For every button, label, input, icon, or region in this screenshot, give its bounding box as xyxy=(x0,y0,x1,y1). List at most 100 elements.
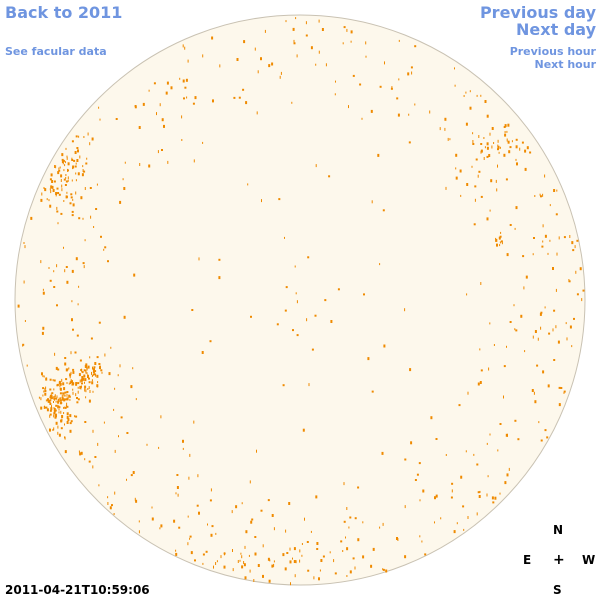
facula-spot xyxy=(133,273,136,277)
facula-spot xyxy=(397,538,399,541)
facula-spot xyxy=(474,185,477,188)
facula-spot xyxy=(223,565,226,569)
facula-spot xyxy=(532,253,534,256)
facula-spot xyxy=(419,535,421,538)
previous-hour-link[interactable]: Previous hour xyxy=(509,45,596,58)
facula-spot xyxy=(220,555,222,559)
facula-spot xyxy=(460,194,462,197)
facula-spot xyxy=(466,183,469,186)
next-hour-link[interactable]: Next hour xyxy=(534,58,597,71)
facula-spot xyxy=(44,392,47,396)
facula-spot xyxy=(476,512,478,516)
facula-spot xyxy=(85,162,88,165)
facula-spot xyxy=(509,146,512,149)
facula-spot xyxy=(68,382,70,385)
facula-spot xyxy=(43,406,45,409)
facula-spot xyxy=(271,564,274,568)
facula-spot xyxy=(486,155,489,158)
facula-spot xyxy=(572,249,575,252)
facula-spot xyxy=(465,91,467,94)
facula-spot xyxy=(70,379,72,382)
facula-spot xyxy=(494,496,497,500)
facula-spot xyxy=(455,167,457,170)
facula-spot xyxy=(58,382,61,385)
facula-spot xyxy=(88,460,91,463)
facula-spot xyxy=(472,140,474,143)
back-to-year-link[interactable]: Back to 2011 xyxy=(5,3,123,22)
facula-spot xyxy=(70,196,73,199)
facula-spot xyxy=(42,291,45,295)
facula-spot xyxy=(17,304,20,308)
facula-spot xyxy=(61,394,63,398)
facula-spot xyxy=(77,303,79,306)
facula-spot xyxy=(345,536,346,539)
facula-spot xyxy=(70,420,73,423)
facula-spot xyxy=(176,486,179,489)
facula-spot xyxy=(244,576,247,580)
facula-spot xyxy=(51,185,54,189)
facula-spot xyxy=(30,216,33,220)
facula-spot xyxy=(52,379,54,382)
facula-spot xyxy=(491,496,494,500)
facula-spot xyxy=(119,200,122,204)
previous-day-link[interactable]: Previous day xyxy=(479,3,596,22)
facula-spot xyxy=(251,518,254,521)
facula-spot xyxy=(43,375,45,378)
facula-spot xyxy=(354,517,357,520)
facula-spot xyxy=(379,263,381,266)
see-facular-data-link[interactable]: See facular data xyxy=(5,45,107,58)
facula-spot xyxy=(337,288,340,291)
facula-spot xyxy=(191,309,194,311)
facula-spot xyxy=(480,149,483,153)
facula-spot xyxy=(476,94,478,97)
facula-spot xyxy=(135,499,138,503)
facula-spot xyxy=(480,282,482,285)
facula-spot xyxy=(69,398,71,401)
facula-spot xyxy=(71,269,74,273)
facula-spot xyxy=(70,351,72,355)
facula-spot xyxy=(478,135,480,138)
facula-spot xyxy=(49,396,52,399)
facula-spot xyxy=(82,262,85,265)
facular-spots xyxy=(17,17,585,586)
facula-spot xyxy=(549,204,551,207)
facula-spot xyxy=(88,399,91,403)
facula-spot xyxy=(396,537,398,540)
facula-spot xyxy=(45,386,47,390)
facula-spot xyxy=(77,386,79,389)
facula-spot xyxy=(103,248,105,251)
facula-spot xyxy=(391,86,393,89)
facula-spot xyxy=(404,458,407,461)
facula-spot xyxy=(346,507,348,510)
facula-spot xyxy=(499,423,502,425)
facula-spot xyxy=(118,435,119,438)
facula-spot xyxy=(50,407,53,411)
facula-spot xyxy=(519,147,521,151)
facula-spot xyxy=(539,193,541,196)
facula-spot xyxy=(557,340,560,344)
facula-spot xyxy=(276,323,279,326)
facula-spot xyxy=(579,267,582,271)
facula-spot xyxy=(514,328,516,331)
facula-spot xyxy=(365,41,367,45)
facula-spot xyxy=(138,126,141,129)
facula-spot xyxy=(60,212,63,215)
facula-spot xyxy=(486,146,489,150)
facula-spot xyxy=(59,387,62,391)
facula-spot xyxy=(560,387,563,389)
next-day-link[interactable]: Next day xyxy=(516,20,596,39)
facula-spot xyxy=(414,479,417,481)
facula-spot xyxy=(498,237,500,240)
facula-spot xyxy=(66,412,69,416)
facula-spot xyxy=(288,502,291,505)
facula-spot xyxy=(98,106,100,109)
facula-spot xyxy=(209,340,212,343)
facula-spot xyxy=(318,577,320,581)
facula-spot xyxy=(74,415,76,418)
facula-spot xyxy=(114,387,116,390)
facula-spot xyxy=(63,406,65,409)
facula-spot xyxy=(72,368,75,371)
facula-spot xyxy=(81,376,84,379)
facula-spot xyxy=(67,169,69,172)
facula-spot xyxy=(66,391,69,393)
